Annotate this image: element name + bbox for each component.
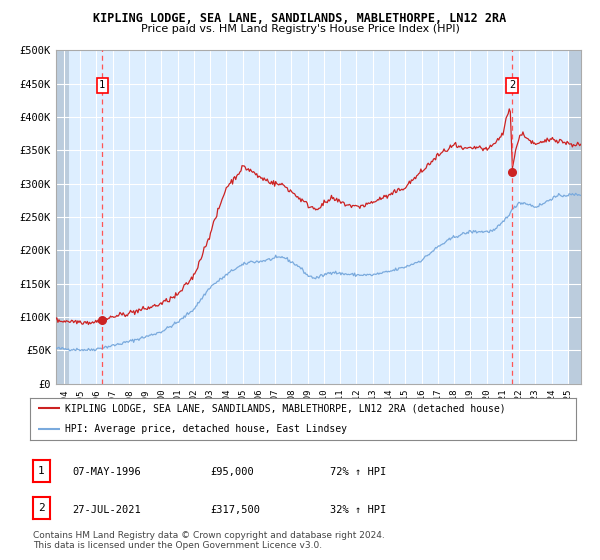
Bar bbox=[568, 50, 581, 384]
Text: KIPLING LODGE, SEA LANE, SANDILANDS, MABLETHORPE, LN12 2RA (detached house): KIPLING LODGE, SEA LANE, SANDILANDS, MAB… bbox=[65, 403, 506, 413]
Bar bbox=[56, 50, 69, 384]
Text: 32% ↑ HPI: 32% ↑ HPI bbox=[330, 505, 386, 515]
Text: KIPLING LODGE, SEA LANE, SANDILANDS, MABLETHORPE, LN12 2RA: KIPLING LODGE, SEA LANE, SANDILANDS, MAB… bbox=[94, 12, 506, 25]
Text: Price paid vs. HM Land Registry's House Price Index (HPI): Price paid vs. HM Land Registry's House … bbox=[140, 24, 460, 34]
Text: 07-MAY-1996: 07-MAY-1996 bbox=[72, 467, 141, 477]
Text: 72% ↑ HPI: 72% ↑ HPI bbox=[330, 467, 386, 477]
Text: £95,000: £95,000 bbox=[210, 467, 254, 477]
Text: 2: 2 bbox=[509, 81, 515, 90]
Bar bbox=[568, 50, 581, 384]
Text: Contains HM Land Registry data © Crown copyright and database right 2024.: Contains HM Land Registry data © Crown c… bbox=[33, 531, 385, 540]
Text: 1: 1 bbox=[99, 81, 106, 90]
Text: 1: 1 bbox=[38, 466, 45, 475]
Text: This data is licensed under the Open Government Licence v3.0.: This data is licensed under the Open Gov… bbox=[33, 541, 322, 550]
Text: HPI: Average price, detached house, East Lindsey: HPI: Average price, detached house, East… bbox=[65, 424, 347, 434]
Text: £317,500: £317,500 bbox=[210, 505, 260, 515]
Text: 2: 2 bbox=[38, 503, 45, 513]
Text: 27-JUL-2021: 27-JUL-2021 bbox=[72, 505, 141, 515]
Bar bbox=[56, 50, 69, 384]
